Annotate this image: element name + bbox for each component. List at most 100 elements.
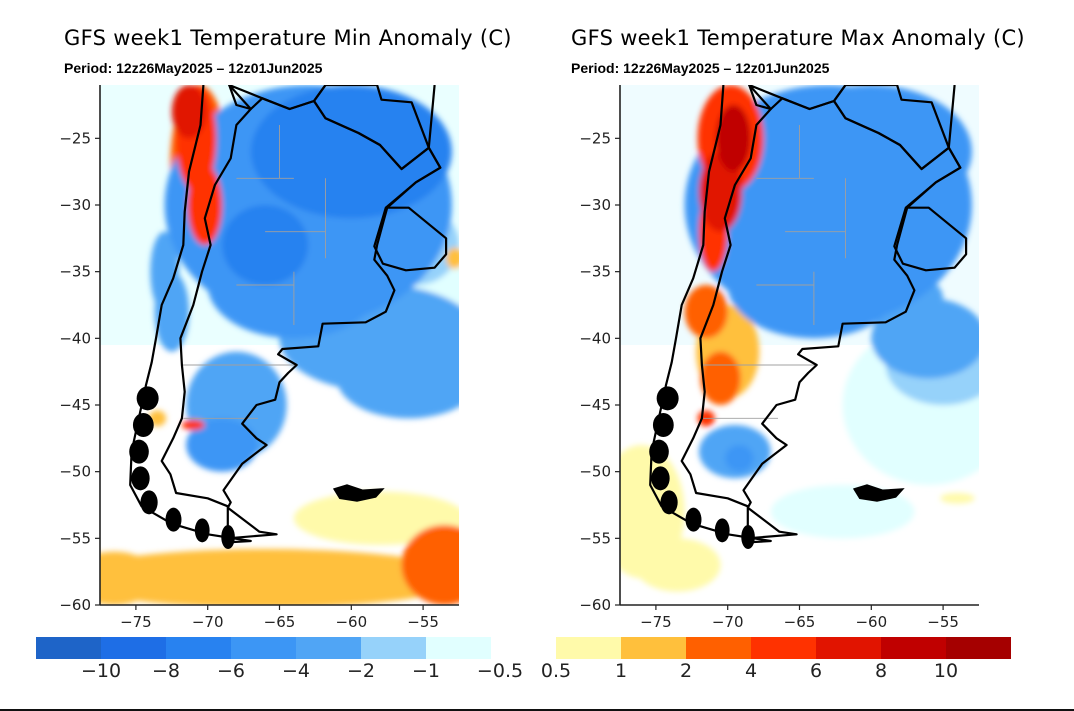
y-tick-label: −30: [59, 196, 91, 214]
x-tick-label: −75: [120, 613, 152, 631]
cold-anomaly-contour: [186, 418, 258, 472]
chilean-archipelago: [651, 466, 670, 491]
x-tick-label: −65: [264, 613, 296, 631]
colorbar-tick-label: 0.5: [540, 660, 572, 682]
brazil-border: [905, 85, 962, 209]
colorbar-segment-cold: [101, 637, 166, 659]
warm-anomaly-contour: [700, 351, 741, 406]
colorbar-segment-warm: [881, 637, 946, 659]
cold-anomaly-contour: [250, 85, 452, 219]
colorbar-segment-warm: [556, 637, 621, 659]
uruguay-border: [373, 206, 448, 272]
chilean-archipelago: [131, 466, 150, 491]
bolivia-border: [228, 85, 327, 111]
colorbar-tick-label: 4: [744, 660, 758, 682]
warm-anomaly-contour: [716, 105, 751, 172]
colorbar-segment-warm: [751, 637, 816, 659]
x-tick-label: −55: [407, 613, 439, 631]
brazil-border: [385, 85, 442, 209]
warm-anomaly-contour: [100, 551, 158, 605]
chilean-archipelago: [129, 439, 149, 464]
x-tick-label: −70: [712, 613, 744, 631]
bolivia-border: [748, 85, 847, 111]
tmin-period-label: Period: 12z26May2025 – 12z01Jun2025: [64, 60, 323, 76]
warm-anomaly-contour: [181, 419, 205, 431]
chilean-archipelago: [165, 507, 182, 532]
y-tick-label: −35: [59, 263, 91, 281]
map-plot-area: [100, 85, 459, 605]
colorbar-tick-label: −0.5: [476, 660, 524, 682]
chilean-archipelago: [140, 490, 158, 515]
x-tick-label: −65: [784, 613, 816, 631]
colorbar-tick-label: 10: [933, 660, 959, 682]
x-tick-label: −70: [192, 613, 224, 631]
y-tick-label: −30: [579, 196, 611, 214]
warm-anomaly-contour: [684, 285, 728, 339]
tmin-panel-title: GFS week1 Temperature Min Anomaly (C): [64, 26, 512, 50]
warm-anomaly-contour: [446, 247, 459, 269]
chilean-archipelago: [714, 518, 730, 543]
y-tick-label: −40: [59, 329, 91, 347]
cold-anomaly-contour: [154, 271, 190, 352]
y-tick-label: −60: [579, 596, 611, 614]
y-tick-label: −55: [59, 529, 91, 547]
colorbar-segment-warm: [686, 637, 751, 659]
chilean-archipelago: [685, 507, 702, 532]
chilean-archipelago: [660, 490, 678, 515]
warm-anomaly-contour: [171, 85, 207, 139]
warm-anomaly-contour: [187, 165, 223, 245]
x-tick-label: −60: [855, 613, 887, 631]
y-tick-label: −45: [579, 396, 611, 414]
falkland-islands: [332, 484, 385, 502]
tmax-period-label: Period: 12z26May2025 – 12z01Jun2025: [571, 60, 830, 76]
colorbar-tick-label: 1: [614, 660, 628, 682]
warm-anomaly-contour: [100, 549, 459, 605]
colorbar-segment-cold: [36, 637, 101, 659]
x-tick-label: −60: [335, 613, 367, 631]
cold-anomaly-contour: [222, 205, 309, 285]
chilean-archipelago: [221, 525, 235, 549]
warm-anomaly-contour: [634, 538, 721, 592]
colorbar-segment-cold: [361, 637, 426, 659]
chilean-archipelago: [194, 518, 210, 543]
tmax-anomaly-map: −25 −30 −35 −40 −45 −50 −55 −60 −75 −70 −65 −60 −55: [579, 85, 979, 631]
colorbar-segment-cold: [231, 637, 296, 659]
colorbar-tick-label: −6: [216, 660, 246, 682]
cold-anomaly-contour: [336, 338, 459, 419]
tmin-anomaly-map: −25 −30 −35 −40 −45 −50 −55 −60 −75 −70 −65 −60 −55: [59, 85, 459, 631]
warm-anomaly-contour: [293, 491, 459, 545]
cold-anomaly-contour: [770, 85, 972, 219]
y-tick-label: −50: [59, 463, 91, 481]
y-tick-label: −25: [59, 129, 91, 147]
uruguay-border: [893, 206, 968, 272]
y-tick-label: −25: [579, 129, 611, 147]
y-tick-label: −50: [579, 463, 611, 481]
warm-anomaly-contour: [940, 493, 975, 504]
colorbar-tick-label: −2: [346, 660, 376, 682]
colorbar-tick-label: −10: [80, 660, 122, 682]
chilean-archipelago: [741, 525, 755, 549]
colorbar-segment-cold: [296, 637, 361, 659]
colorbar-segment-warm: [621, 637, 686, 659]
colorbar-tick-label: 6: [809, 660, 823, 682]
chilean-archipelago: [649, 439, 669, 464]
chilean-archipelago: [132, 413, 154, 437]
x-tick-label: −75: [640, 613, 672, 631]
chilean-archipelago: [136, 386, 159, 411]
cold-anomaly-contour: [724, 445, 754, 472]
map-plot-area: [620, 85, 979, 605]
chilean-archipelago: [652, 413, 674, 437]
y-tick-label: −35: [579, 263, 611, 281]
y-tick-label: −45: [59, 396, 91, 414]
colorbar-segment-cold: [166, 637, 231, 659]
x-tick-label: −55: [927, 613, 959, 631]
falkland-islands: [852, 484, 905, 502]
colorbar-segment-warm: [946, 637, 1011, 659]
colorbar-segment-cold: [426, 637, 491, 659]
colorbar-tick-label: −1: [411, 660, 441, 682]
y-tick-label: −55: [579, 529, 611, 547]
colorbar-tick-label: 8: [874, 660, 888, 682]
chilean-archipelago: [656, 386, 679, 411]
colorbar-tick-label: −4: [281, 660, 311, 682]
colorbar-segment-warm: [816, 637, 881, 659]
